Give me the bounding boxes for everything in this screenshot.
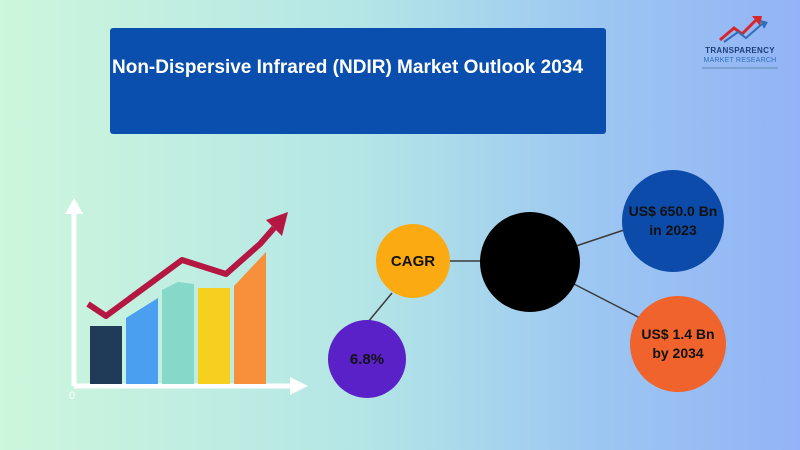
trend-arrow: [86, 212, 288, 319]
logo-name: TRANSPARENCY: [705, 46, 775, 55]
bar-1: [90, 326, 122, 384]
logo-arrows-icon: [719, 16, 768, 43]
logo-underline: [702, 67, 778, 69]
x-axis-arrow-icon: [290, 377, 308, 395]
cagr-label: CAGR: [390, 252, 436, 270]
axis-origin-label: 0: [69, 390, 75, 402]
center-hub-circle: [480, 212, 580, 312]
growth-chart-graphic: 0: [65, 198, 308, 402]
connector-center-2023: [575, 229, 625, 247]
bar-3: [162, 282, 194, 384]
chart-axes: 0: [65, 198, 308, 402]
cagr-circle: CAGR: [376, 224, 450, 298]
page-title: Non-Dispersive Infrared (NDIR) Market Ou…: [112, 57, 583, 78]
cagr-value: 6.8%: [349, 350, 385, 368]
connector-cagr-rate: [367, 292, 393, 323]
chart-bars: [90, 252, 266, 384]
value-2023-circle: US$ 650.0 Bn in 2023: [622, 170, 724, 272]
bar-4: [198, 288, 230, 384]
y-axis-arrow-icon: [65, 198, 83, 214]
company-logo: TRANSPARENCY MARKET RESEARCH: [690, 10, 790, 78]
title-banner: Non-Dispersive Infrared (NDIR) Market Ou…: [110, 28, 606, 134]
bar-2: [126, 298, 158, 384]
value-2034-circle: US$ 1.4 Bn by 2034: [630, 296, 726, 392]
logo-subtitle: MARKET RESEARCH: [703, 57, 777, 64]
value-2034: US$ 1.4 Bn by 2034: [641, 326, 715, 361]
connector-center-2034: [569, 281, 641, 319]
trend-line: [86, 226, 277, 319]
bar-5: [234, 252, 266, 384]
trend-arrowhead-icon: [266, 212, 288, 236]
cagr-value-circle: 6.8%: [328, 320, 406, 398]
value-2023: US$ 650.0 Bn in 2023: [628, 203, 718, 238]
